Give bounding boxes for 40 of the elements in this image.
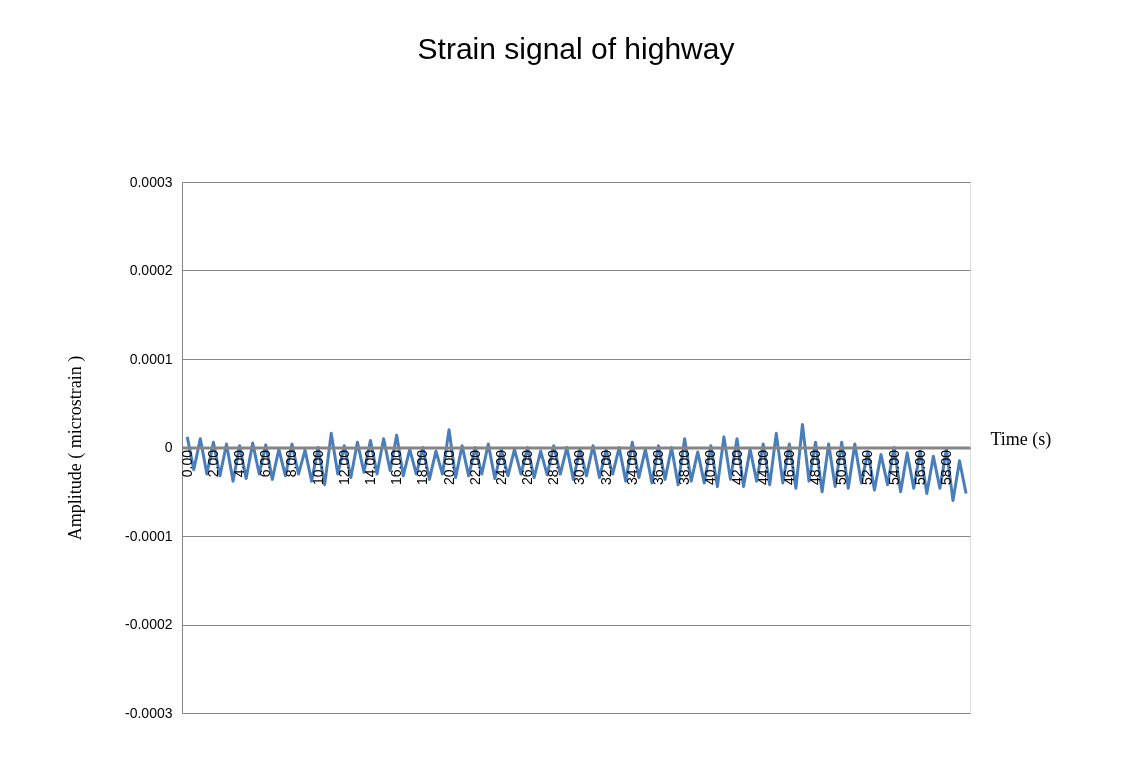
x-tick-label: 48.00 (807, 449, 824, 486)
x-tick-label: 28.00 (545, 449, 562, 486)
x-tick-label: 6.00 (257, 449, 274, 478)
x-tick-label: 12.00 (335, 449, 352, 486)
x-tick-label: 16.00 (388, 449, 405, 486)
x-tick-label: 50.00 (833, 449, 850, 486)
x-tick-label: 4.00 (231, 449, 248, 478)
x-axis-title: Time (s) (990, 429, 1052, 450)
x-tick-label: 56.00 (911, 449, 928, 486)
x-tick-label: 22.00 (466, 449, 483, 486)
x-tick-label: 42.00 (728, 449, 745, 486)
x-tick-label: 36.00 (649, 449, 666, 486)
y-tick-label: 0.0003 (129, 173, 173, 190)
x-tick-label: 0.00 (178, 449, 195, 478)
x-tick-label: 14.00 (361, 449, 378, 486)
x-tick-label: 34.00 (623, 449, 640, 486)
y-tick-label: -0.0003 (125, 704, 173, 721)
y-tick-label: 0.0001 (129, 350, 173, 367)
x-tick-label: 26.00 (519, 449, 536, 486)
x-tick-label: 52.00 (859, 449, 876, 486)
y-tick-label: -0.0001 (125, 527, 173, 544)
x-tick-label: 8.00 (283, 449, 300, 478)
x-tick-label: 54.00 (885, 449, 902, 486)
x-tick-label: 2.00 (204, 449, 221, 478)
y-axis-title: Amplitude ( microstrain ) (65, 355, 87, 541)
x-tick-label: 24.00 (492, 449, 509, 486)
x-tick-label: 18.00 (414, 449, 431, 486)
x-tick-label: 44.00 (754, 449, 771, 486)
x-tick-label: 38.00 (676, 449, 693, 486)
x-tick-label: 20.00 (440, 449, 457, 486)
x-tick-label: 46.00 (780, 449, 797, 486)
y-tick-label: 0.0002 (129, 262, 173, 278)
x-tick-label: 32.00 (597, 449, 614, 486)
chart-title: Strain signal of highway (417, 32, 735, 65)
y-tick-label: -0.0002 (125, 616, 173, 632)
x-tick-label: 40.00 (702, 449, 719, 486)
x-tick-label: 10.00 (309, 449, 326, 486)
x-tick-label: 30.00 (571, 449, 588, 486)
y-tick-label: 0 (164, 439, 173, 455)
x-tick-label: 58.00 (937, 449, 954, 486)
